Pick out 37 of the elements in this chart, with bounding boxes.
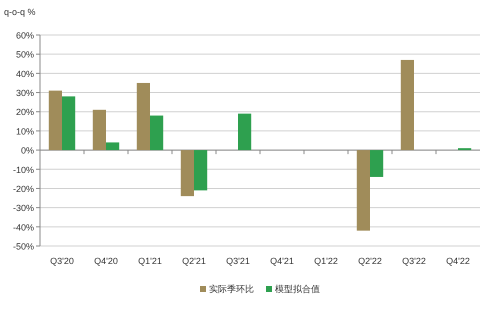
x-tick-label: Q2'21 [182,256,206,266]
y-tick-label: 50% [16,50,34,60]
x-tick-label: Q1'21 [138,256,162,266]
bar [370,150,384,177]
x-tick-label: Q1'22 [314,256,338,266]
bar [92,110,106,150]
bar [194,150,208,190]
x-tick-label: Q3'21 [226,256,250,266]
bar [150,116,164,150]
x-tick-label: Q3'20 [50,256,74,266]
bar [400,60,414,150]
y-tick-label: 20% [16,107,34,118]
y-tick-label: -50% [12,242,34,252]
y-tick-label: 60% [16,30,34,40]
legend-label: 模型拟合值 [275,284,320,294]
y-axis-title: q-o-q % [4,7,36,17]
y-tick-label: 30% [16,88,34,98]
x-tick-label: Q2'22 [358,256,382,266]
x-tick-label: Q3'22 [402,256,426,266]
bar [238,114,252,150]
bar [356,150,370,231]
y-tick-label: -40% [12,222,34,232]
x-tick-label: Q4'20 [94,256,118,266]
y-tick-label: 40% [16,68,34,79]
y-tick-label: -20% [12,184,34,194]
y-tick-label: -30% [12,203,34,214]
bar [48,90,62,150]
x-tick-label: Q4'22 [446,256,470,266]
bar [106,142,120,150]
x-tick-label: Q4'21 [270,256,294,266]
y-tick-label: 10% [16,126,34,136]
bar [136,82,150,150]
y-tick-label: -10% [12,164,34,175]
legend-label: 实际季环比 [209,284,254,294]
bar [180,150,194,196]
bar [62,96,76,150]
y-tick-label: 0% [20,146,34,156]
